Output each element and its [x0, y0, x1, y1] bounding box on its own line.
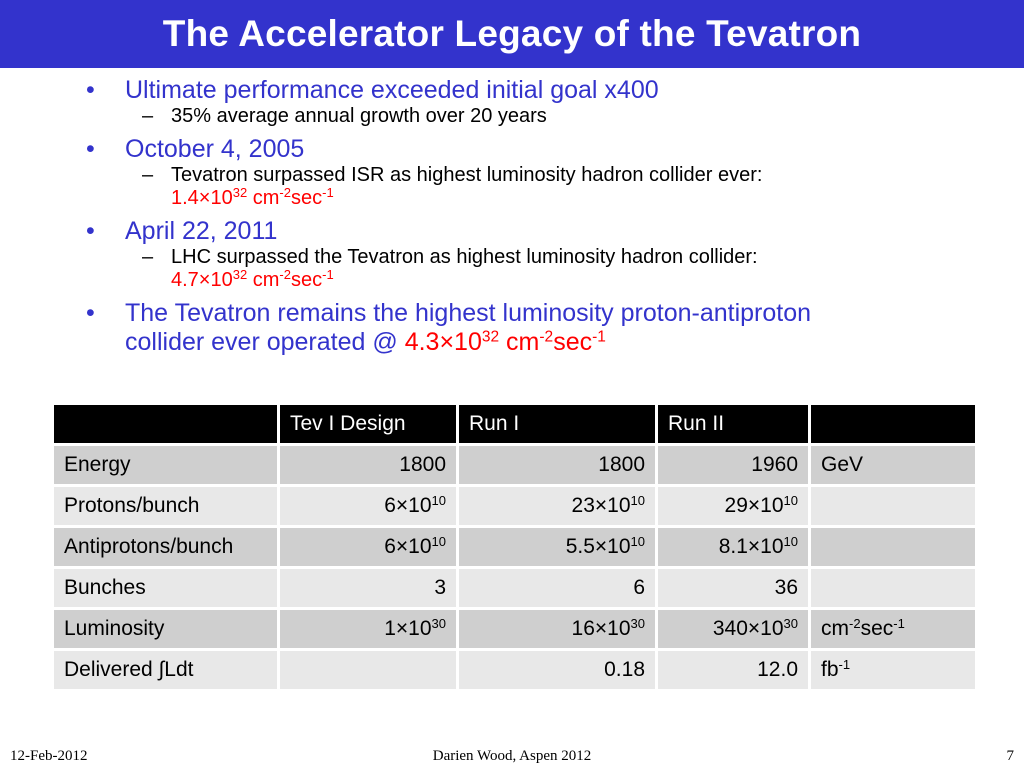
subbullet-text: LHC surpassed the Tevatron as highest lu…: [171, 246, 758, 268]
cell-run2: 29×1010: [658, 487, 808, 525]
footer-date: 12-Feb-2012: [10, 748, 88, 764]
table-row: Protons/bunch 6×1010 23×1010 29×1010: [54, 487, 975, 525]
bullet-text: October 4, 2005: [125, 135, 305, 163]
cell-run1: 1800: [459, 446, 655, 484]
luminosity-value-tevatron: 4.3×1032 cm-2sec-1: [404, 328, 606, 356]
footer-author: Darien Wood, Aspen 2012: [432, 748, 592, 764]
cell-tev1: 6×1010: [280, 487, 456, 525]
subbullet-text: Tevatron surpassed ISR as highest lumino…: [171, 164, 763, 186]
bullet-text: The Tevatron remains the highest luminos…: [125, 299, 812, 327]
bullet-performance: • Ultimate performance exceeded initial …: [0, 76, 1024, 105]
cell-unit: [811, 569, 975, 607]
bullet-list: • Ultimate performance exceeded initial …: [0, 76, 1024, 357]
cell-run2: 1960: [658, 446, 808, 484]
cell-run2: 340×1030: [658, 610, 808, 648]
cell-run1: 5.5×1010: [459, 528, 655, 566]
cell-run1: 6: [459, 569, 655, 607]
subbullet-growth: – 35% average annual growth over 20 year…: [0, 105, 1024, 128]
cell-unit: [811, 528, 975, 566]
subbullet-lhc: – LHC surpassed the Tevatron as highest …: [0, 246, 1024, 269]
table-row: Energy 1800 1800 1960 GeV: [54, 446, 975, 484]
header-cell-run1: Run I: [459, 405, 655, 443]
bullet-marker: •: [86, 76, 95, 104]
cell-run1: 0.18: [459, 651, 655, 689]
bullet-text: April 22, 2011: [125, 217, 278, 245]
bullet-october: • October 4, 2005: [0, 135, 1024, 164]
header-cell-run2: Run II: [658, 405, 808, 443]
slide-title: The Accelerator Legacy of the Tevatron: [162, 13, 862, 54]
cell-unit: GeV: [811, 446, 975, 484]
page-number: 7: [1006, 748, 1015, 764]
dash-marker: –: [142, 105, 154, 127]
cell-unit: cm-2sec-1: [811, 610, 975, 648]
table-row: Luminosity 1×1030 16×1030 340×1030 cm-2s…: [54, 610, 975, 648]
subbullet-text: 35% average annual growth over 20 years: [171, 105, 547, 127]
bullet-marker: •: [86, 299, 95, 327]
row-label: Luminosity: [54, 610, 277, 648]
cell-run2: 36: [658, 569, 808, 607]
dash-marker: –: [142, 246, 154, 268]
cell-unit: fb-1: [811, 651, 975, 689]
cell-run2: 8.1×1010: [658, 528, 808, 566]
row-label: Antiprotons/bunch: [54, 528, 277, 566]
header-cell-tev1: Tev I Design: [280, 405, 456, 443]
bullet-marker: •: [86, 217, 95, 245]
cell-tev1: 6×1010: [280, 528, 456, 566]
row-label: Energy: [54, 446, 277, 484]
cell-tev1: 3: [280, 569, 456, 607]
cell-run2: 12.0: [658, 651, 808, 689]
subbullet-isr: – Tevatron surpassed ISR as highest lumi…: [0, 164, 1024, 187]
bullet-text-cont: collider ever operated @: [125, 328, 405, 356]
table-row: Delivered ∫Ldt 0.18 12.0 fb-1: [54, 651, 975, 689]
bullet-marker: •: [86, 135, 95, 163]
cell-tev1: 1800: [280, 446, 456, 484]
row-label: Protons/bunch: [54, 487, 277, 525]
dash-marker: –: [142, 164, 154, 186]
bullet-april: • April 22, 2011: [0, 217, 1024, 246]
table-header-row: Tev I Design Run I Run II: [54, 405, 975, 443]
bullet-remains: • The Tevatron remains the highest lumin…: [0, 299, 1024, 357]
table-row: Antiprotons/bunch 6×1010 5.5×1010 8.1×10…: [54, 528, 975, 566]
slide-title-bar: The Accelerator Legacy of the Tevatron: [0, 0, 1024, 68]
header-cell-blank: [54, 405, 277, 443]
parameters-table: Tev I Design Run I Run II Energy 1800 18…: [51, 402, 978, 692]
table-row: Bunches 3 6 36: [54, 569, 975, 607]
bullet-text: Ultimate performance exceeded initial go…: [125, 76, 659, 104]
luminosity-value-lhc: 4.7×1032 cm-2sec-1: [171, 266, 334, 291]
cell-tev1: 1×1030: [280, 610, 456, 648]
row-label: Delivered ∫Ldt: [54, 651, 277, 689]
cell-run1: 16×1030: [459, 610, 655, 648]
cell-unit: [811, 487, 975, 525]
cell-tev1: [280, 651, 456, 689]
luminosity-value-isr: 1.4×1032 cm-2sec-1: [171, 184, 334, 209]
cell-run1: 23×1010: [459, 487, 655, 525]
row-label: Bunches: [54, 569, 277, 607]
header-cell-unit: [811, 405, 975, 443]
